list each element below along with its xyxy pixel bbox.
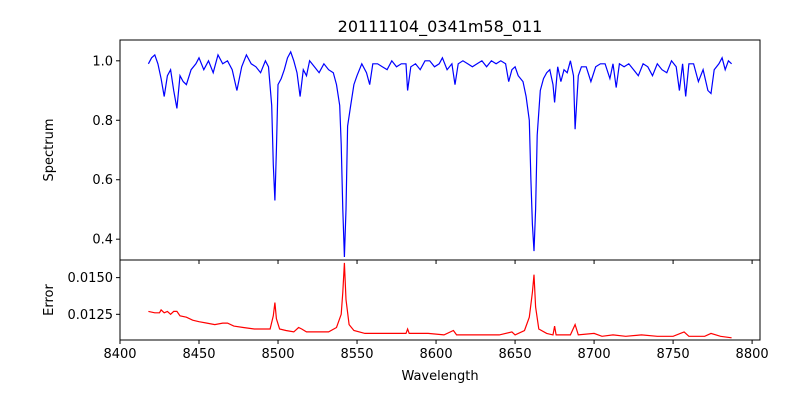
series-line-error bbox=[148, 262, 732, 339]
x-tick-label: 8550 bbox=[340, 347, 373, 362]
y-tick-label: 0.0150 bbox=[68, 271, 114, 286]
x-tick-label: 8650 bbox=[499, 347, 532, 362]
x-axis-label: Wavelength bbox=[401, 369, 478, 384]
y-axis-label-spectrum: Spectrum bbox=[42, 119, 57, 182]
series-line-spectrum bbox=[147, 50, 733, 258]
axes-frame bbox=[119, 259, 761, 341]
x-tick-label: 8750 bbox=[657, 347, 690, 362]
chart-title: 20111104_0341m58_011 bbox=[338, 17, 543, 37]
x-tick-label: 8500 bbox=[261, 347, 294, 362]
x-tick-label: 8400 bbox=[103, 347, 136, 362]
error-axes: 0.0125 0.0150 8400 8450 8500 8550 8600 8650 8700… bbox=[68, 259, 769, 362]
x-tick-label: 8700 bbox=[578, 347, 611, 362]
y-tick-label: 0.6 bbox=[92, 173, 113, 188]
x-tick-label: 8600 bbox=[420, 347, 453, 362]
y-tick-label: 0.8 bbox=[92, 114, 113, 129]
x-tick-label: 8800 bbox=[736, 347, 769, 362]
y-tick-label: 0.4 bbox=[92, 233, 113, 248]
y-tick-label: 1.0 bbox=[92, 54, 113, 69]
x-tick-label: 8450 bbox=[182, 347, 215, 362]
y-tick-label: 0.0125 bbox=[68, 308, 114, 323]
y-axis-label-error: Error bbox=[42, 284, 57, 316]
